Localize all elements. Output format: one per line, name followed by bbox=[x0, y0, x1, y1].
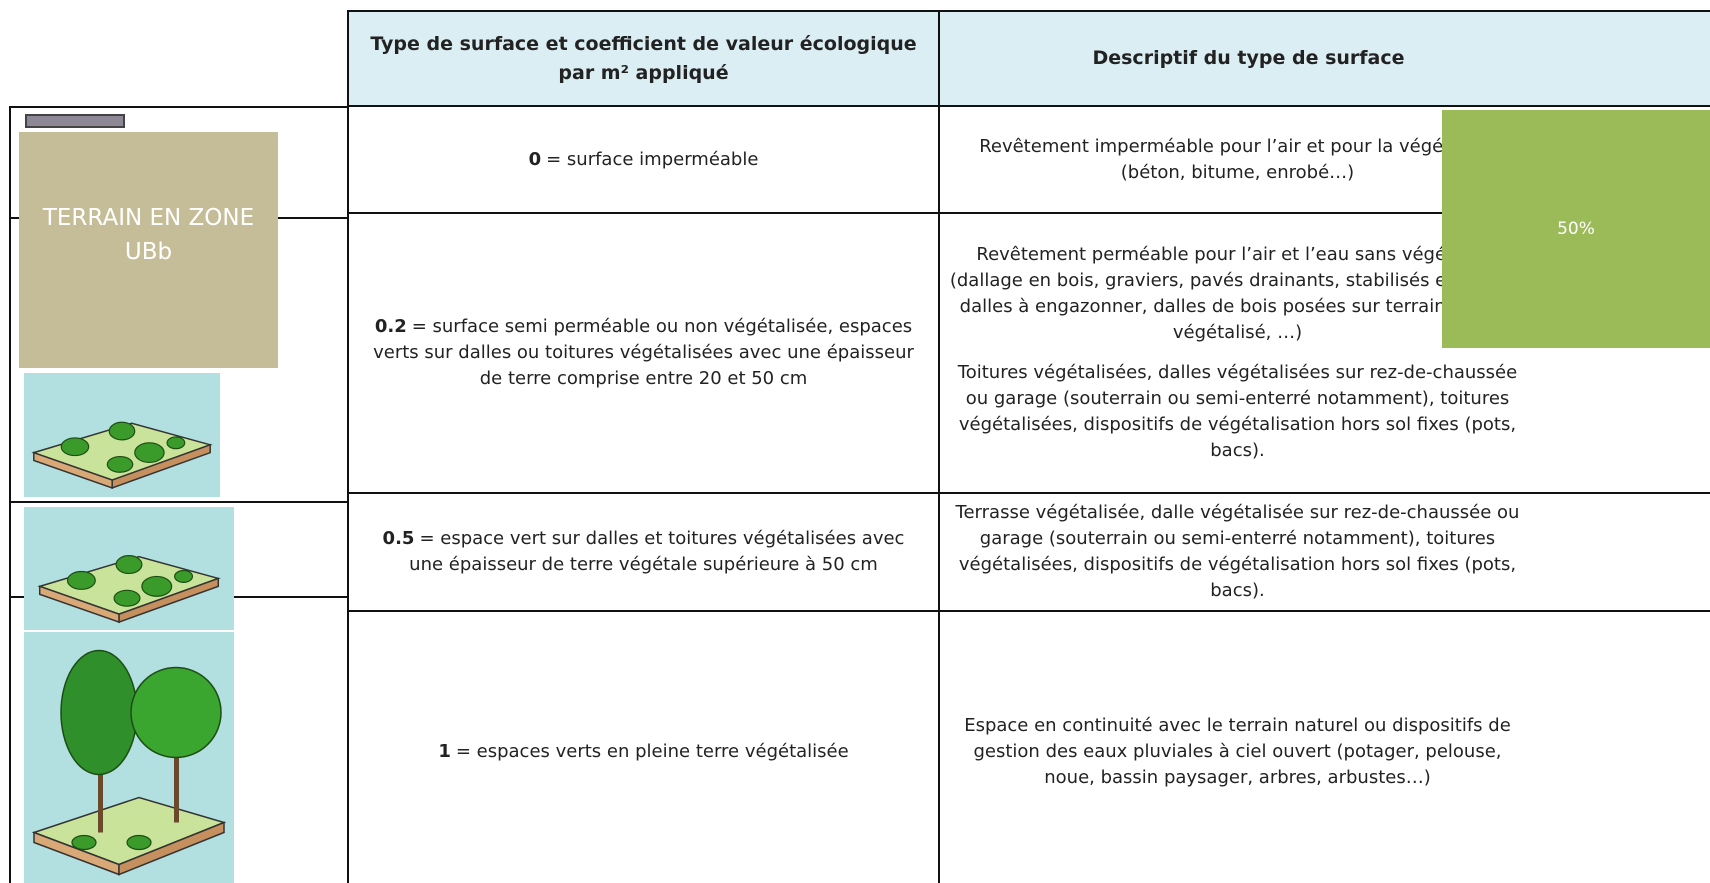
border bbox=[9, 501, 349, 503]
description-cell: Terrasse végétalisée, dalle végétalisée … bbox=[938, 492, 1710, 612]
marker bbox=[25, 114, 125, 128]
header-cell: Descriptif du type de surface bbox=[938, 10, 1710, 107]
description: Toitures végétalisées, dalles végétalisé… bbox=[957, 362, 1518, 461]
type-cell: 0.2 = surface semi perméable ou non végét… bbox=[347, 212, 940, 494]
description: Terrasse végétalisée, dalle végétalisée … bbox=[955, 502, 1520, 601]
description: Espace en continuité avec le terrain nat… bbox=[964, 715, 1511, 788]
coefficient: 0 bbox=[528, 148, 542, 170]
illustration bbox=[24, 632, 234, 883]
type-cell: 1 = espaces verts en pleine terre végétal… bbox=[347, 610, 940, 883]
header-cell: Type de surface et coefficient de valeur… bbox=[347, 10, 940, 107]
percentage-text: 50% bbox=[1557, 219, 1595, 239]
header-row: Type de surface et coefficient de valeur… bbox=[347, 10, 1710, 107]
definition: = espaces verts en pleine terre végétali… bbox=[455, 741, 849, 762]
slab-icon bbox=[24, 373, 220, 497]
description: Revêtement perméable pour l’air et l’eau… bbox=[949, 244, 1526, 343]
zone-label: TERRAIN EN ZONE UBb bbox=[19, 132, 278, 368]
coefficient: 0.5 bbox=[382, 528, 415, 549]
table-row: 0.5 = espace vert sur dalles et toitures … bbox=[347, 492, 1710, 612]
type-cell: 0 = surface imperméable bbox=[347, 105, 940, 214]
slab-icon bbox=[24, 507, 234, 630]
description-cell: Espace en continuité avec le terrain nat… bbox=[938, 610, 1710, 883]
trees-icon bbox=[24, 632, 234, 883]
border bbox=[9, 106, 349, 108]
table-row: 0.2 = surface semi perméable ou non végét… bbox=[347, 212, 1710, 494]
zone-text: TERRAIN EN ZONE UBb bbox=[42, 205, 255, 265]
definition: = surface semi perméable ou non végétali… bbox=[373, 316, 914, 389]
definition: = surface imperméable bbox=[546, 148, 759, 170]
percentage-box: 50% bbox=[1442, 110, 1710, 348]
coefficient: 1 bbox=[438, 741, 451, 762]
table-row: 1 = espaces verts en pleine terre végétal… bbox=[347, 610, 1710, 883]
description: Revêtement imperméable pour l’air et pou… bbox=[979, 135, 1496, 183]
illustration bbox=[24, 373, 220, 497]
type-cell: 0.5 = espace vert sur dalles et toitures … bbox=[347, 492, 940, 612]
coefficient: 0.2 bbox=[374, 316, 407, 337]
surface-table: Type de surface et coefficient de valeur… bbox=[347, 10, 1710, 883]
illustration bbox=[24, 507, 234, 630]
definition: = espace vert sur dalles et toitures vég… bbox=[409, 528, 905, 575]
border bbox=[9, 107, 11, 883]
description-cell: Revêtement perméable pour l’air et l’eau… bbox=[938, 212, 1710, 494]
